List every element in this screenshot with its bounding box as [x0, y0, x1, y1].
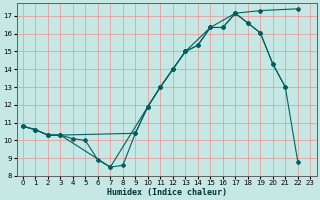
X-axis label: Humidex (Indice chaleur): Humidex (Indice chaleur) — [107, 188, 227, 197]
